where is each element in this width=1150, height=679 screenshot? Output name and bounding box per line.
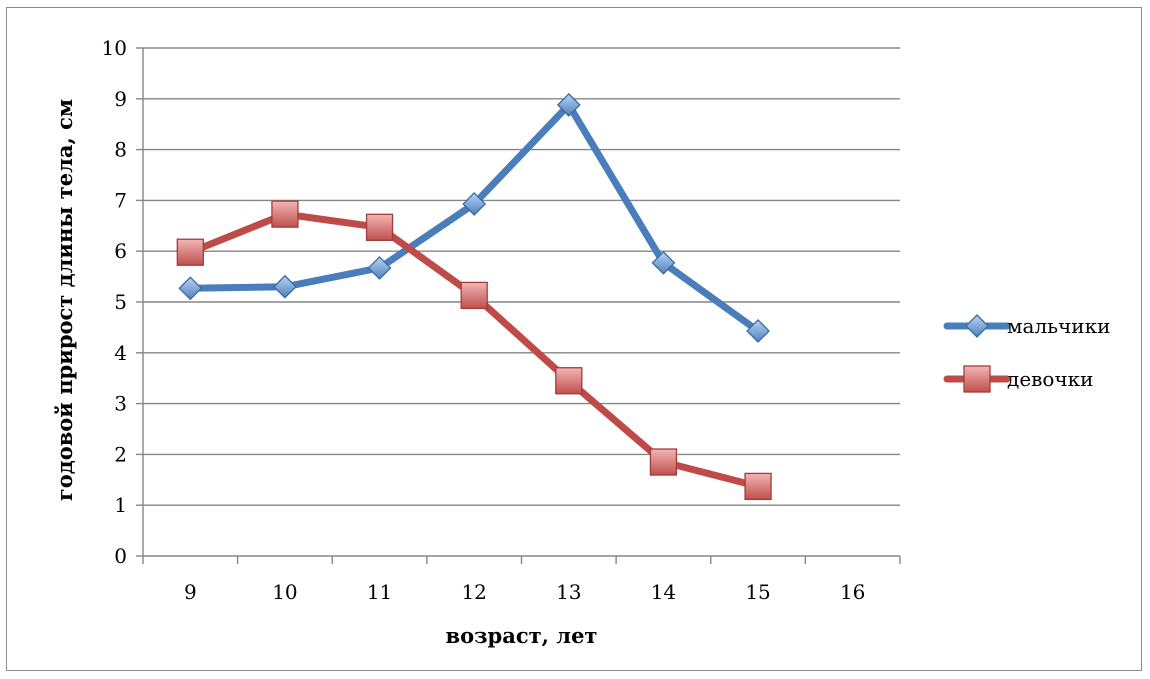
y-tick-label: 10 [102, 36, 127, 60]
y-tick-label: 7 [114, 188, 127, 212]
x-tick-label: 16 [840, 580, 865, 604]
data-point-diamond [178, 276, 203, 301]
y-tick-label: 0 [114, 544, 127, 568]
y-tick-label: 8 [114, 138, 127, 162]
data-point-diamond [556, 92, 581, 117]
x-tick-label: 9 [184, 580, 197, 604]
legend-label: девочки [1007, 367, 1094, 391]
data-point-square [744, 472, 772, 501]
data-point-diamond [651, 250, 676, 275]
y-tick-label: 6 [114, 239, 127, 263]
x-tick-label: 10 [272, 580, 297, 604]
legend-item: девочки [943, 365, 1094, 393]
series-boys [178, 92, 770, 343]
x-tick-label: 11 [367, 580, 392, 604]
y-tick-label: 5 [114, 290, 127, 314]
y-axis-title: годовой прирост длины тела, см [52, 99, 77, 501]
data-point-diamond [367, 256, 392, 280]
series [176, 92, 772, 501]
x-tick-label: 12 [461, 580, 486, 604]
chart-area: 0 1 2 3 4 5 6 7 8 9 10 9 10 11 12 13 14 15 16 возраст, лет… [6, 7, 1142, 671]
data-point-diamond [462, 192, 487, 216]
data-point-square [176, 238, 204, 266]
legend: мальчики девочки [943, 314, 1110, 393]
legend-item: мальчики [943, 314, 1110, 338]
legend-label: мальчики [1007, 314, 1110, 338]
y-tick-label: 2 [114, 442, 127, 466]
x-tick-label: 14 [651, 580, 676, 604]
y-tick-label: 1 [114, 493, 127, 517]
data-point-square [271, 200, 299, 228]
legend-marker-square [963, 365, 991, 393]
data-point-square [460, 281, 488, 310]
data-point-diamond [746, 319, 770, 343]
axes [136, 47, 901, 564]
gridlines [143, 47, 900, 506]
data-point-square [649, 448, 678, 476]
y-tick-label: 4 [114, 341, 127, 365]
x-tick-label: 15 [745, 580, 770, 604]
legend-marker-diamond [965, 314, 989, 338]
series-line [186, 210, 762, 490]
x-tick-label: 13 [556, 580, 581, 604]
data-point-square [365, 213, 394, 241]
x-axis-title: возраст, лет [446, 623, 598, 648]
data-point-square [555, 367, 583, 395]
y-tick-label: 3 [114, 392, 127, 416]
y-tick-label: 9 [114, 87, 127, 111]
series-girls [176, 200, 772, 501]
data-point-diamond [273, 274, 297, 299]
